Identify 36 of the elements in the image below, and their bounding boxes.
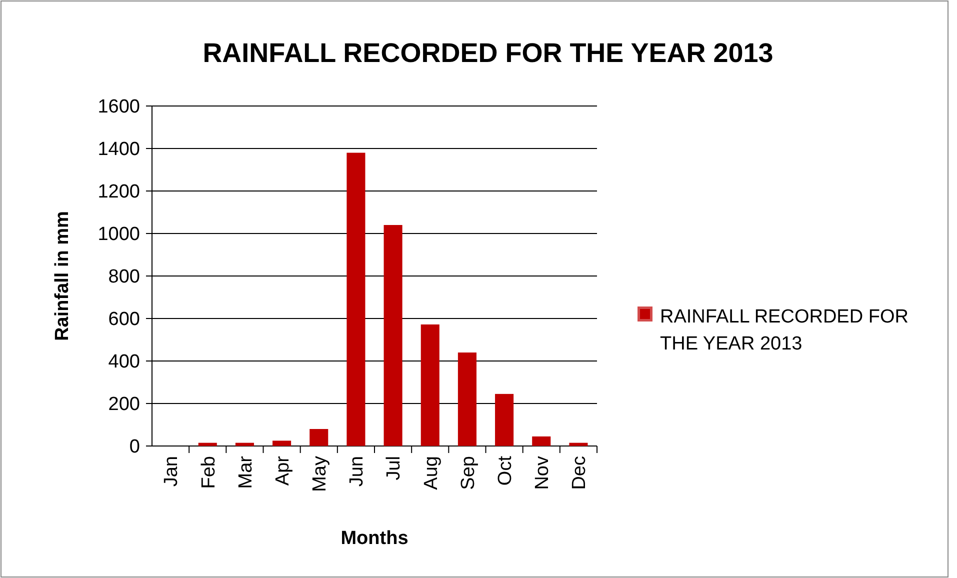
bar	[235, 442, 254, 446]
bar	[458, 352, 476, 446]
x-tick-label: Oct	[494, 455, 516, 486]
x-tick-label: Dec	[569, 456, 590, 490]
y-tick-label: 0	[129, 436, 140, 458]
y-tick-label: 1400	[98, 139, 140, 160]
x-tick-label: May	[310, 456, 331, 492]
x-tick-label: Jan	[161, 456, 182, 487]
y-tick-label: 400	[108, 352, 140, 373]
x-tick-label: Sep	[458, 456, 479, 490]
x-tick-label: Apr	[272, 455, 294, 486]
x-axis-title: Months	[340, 528, 408, 549]
y-tick-label: 600	[108, 309, 140, 330]
bar	[384, 225, 402, 446]
y-tick-label: 1000	[98, 224, 140, 246]
bar	[420, 324, 440, 446]
chart-title: RAINFALL RECORDED FOR THE YEAR 2013	[202, 38, 774, 68]
bar	[198, 442, 217, 446]
x-tick-label: Jun	[346, 456, 368, 487]
y-tick-label: 800	[108, 266, 140, 288]
x-tick-label: Nov	[532, 456, 554, 490]
x-tick-label: Feb	[198, 456, 220, 489]
y-tick-label: 1200	[98, 182, 140, 203]
bar	[272, 440, 292, 446]
bar	[569, 442, 588, 446]
bar	[532, 436, 551, 446]
bar	[310, 429, 328, 446]
legend-label: RAINFALL RECORDED FOR THE YEAR 2013	[660, 306, 908, 354]
bar	[495, 394, 514, 446]
y-tick-label: 200	[108, 394, 140, 416]
bar	[346, 152, 366, 446]
x-tick-label: Jul	[384, 456, 405, 480]
x-tick-label: Mar	[235, 455, 256, 489]
y-axis-title: Rainfall in mm	[52, 211, 73, 341]
x-tick-label: Aug	[420, 456, 442, 490]
y-tick-label: 1600	[98, 96, 140, 118]
